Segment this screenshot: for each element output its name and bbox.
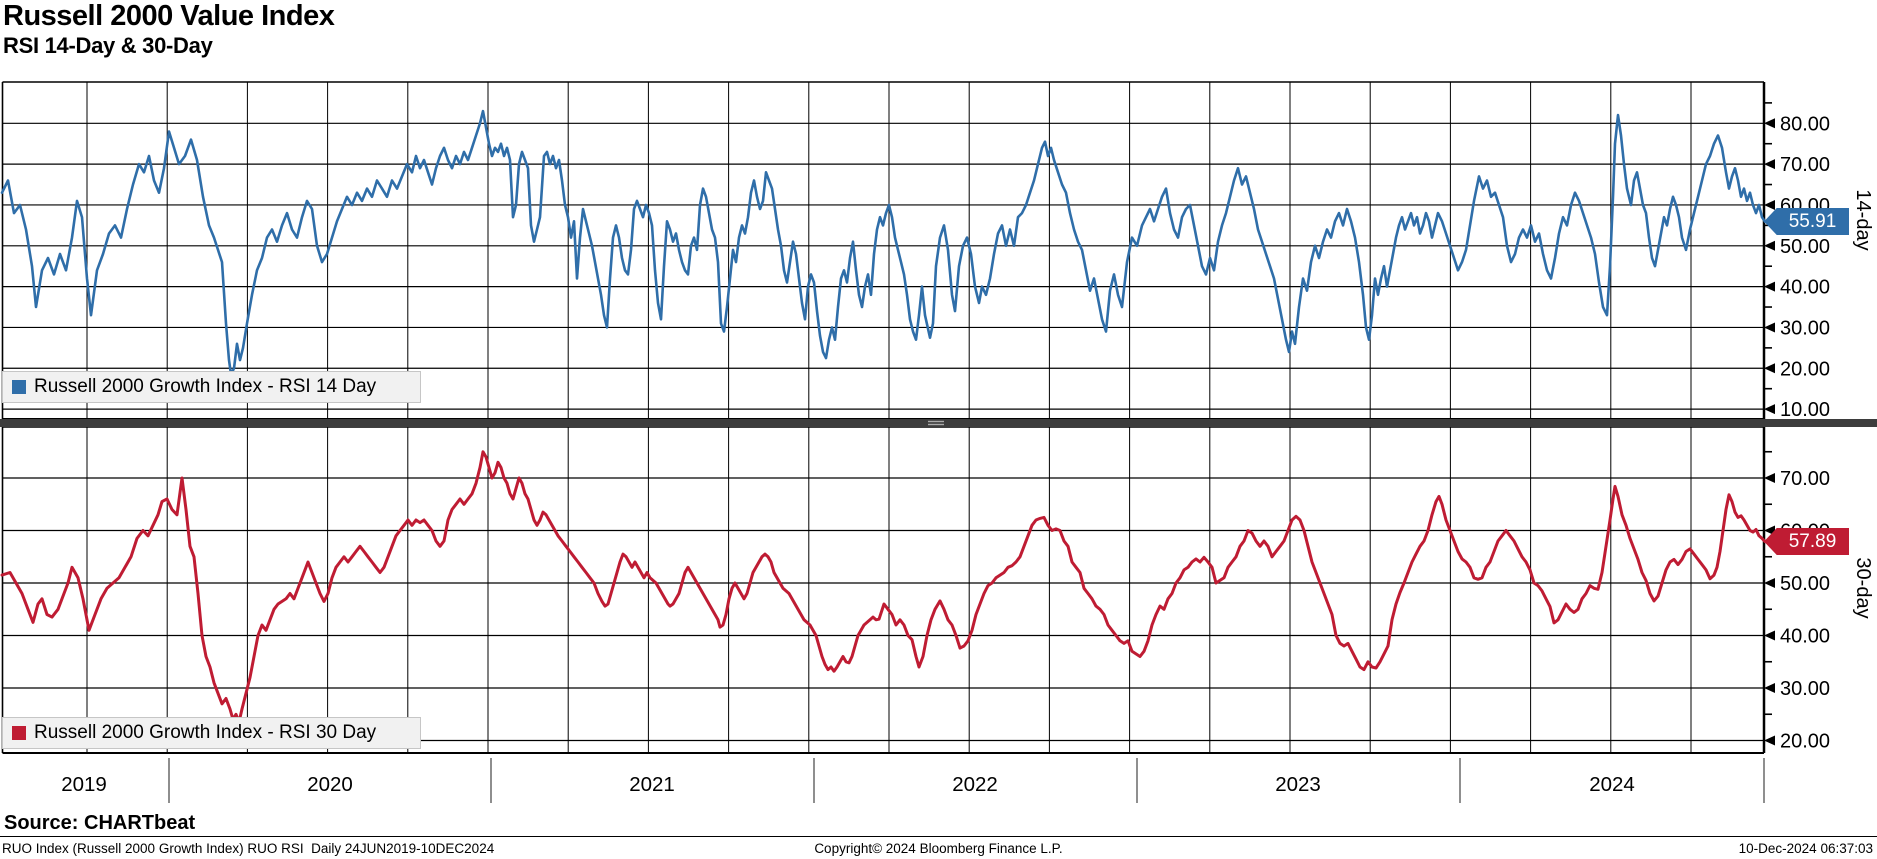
legend-rsi-14day[interactable]: Russell 2000 Growth Index - RSI 14 Day (2, 371, 421, 403)
source-label: Source: CHARTbeat (4, 812, 196, 834)
major-tick-arrow-icon (1764, 199, 1775, 210)
y-tick-label: 20.00 (1780, 731, 1830, 753)
y-tick-label: 40.00 (1780, 626, 1830, 648)
y-tick-label: 10.00 (1780, 399, 1830, 421)
page-title: Russell 2000 Value Index (3, 0, 335, 32)
major-tick-arrow-icon (1764, 363, 1775, 374)
y-tick-label: 70.00 (1780, 468, 1830, 490)
legend-label-rsi30: Russell 2000 Growth Index - RSI 30 Day (34, 722, 377, 743)
x-axis-year-label: 2020 (307, 773, 353, 796)
major-tick-arrow-icon (1764, 473, 1775, 483)
right-axis-title-30day: 30-day (1852, 557, 1874, 619)
right-axis-title-14day: 14-day (1852, 189, 1874, 251)
last-value-14day: 55.91 (1788, 211, 1837, 232)
major-tick-arrow-icon (1764, 683, 1775, 693)
major-tick-arrow-icon (1764, 281, 1775, 292)
major-tick-arrow-icon (1764, 240, 1775, 251)
panel-divider-bar (0, 419, 1877, 427)
y-tick-label: 80.00 (1780, 113, 1830, 135)
y-tick-label: 70.00 (1780, 154, 1830, 176)
legend-swatch-rsi30-icon (12, 726, 26, 740)
major-tick-arrow-icon (1764, 578, 1775, 588)
series-line-14-day[interactable] (0, 109, 1767, 376)
x-axis-year-label: 2023 (1275, 773, 1321, 796)
footer-divider (0, 836, 1877, 837)
major-tick-arrow-icon (1764, 735, 1775, 746)
major-tick-arrow-icon (1764, 404, 1775, 415)
footer-security-info: RUO Index (Russell 2000 Growth Index) RU… (2, 841, 495, 856)
legend-label-rsi14: Russell 2000 Growth Index - RSI 14 Day (34, 376, 377, 397)
y-tick-label: 40.00 (1780, 277, 1830, 299)
footer-copyright: Copyright© 2024 Bloomberg Finance L.P. (814, 841, 1063, 856)
footer-timestamp: 10-Dec-2024 06:37:03 (1738, 841, 1873, 856)
last-value-tag-30day[interactable]: 57.89 (1764, 528, 1849, 555)
legend-swatch-rsi14-icon (12, 380, 26, 394)
x-axis-year-label: 2021 (629, 773, 675, 796)
y-tick-label: 30.00 (1780, 678, 1830, 700)
series-line-30-day[interactable] (0, 450, 1767, 724)
major-tick-arrow-icon (1764, 322, 1775, 333)
major-tick-arrow-icon (1764, 630, 1775, 641)
last-value-30day: 57.89 (1788, 531, 1837, 552)
y-tick-label: 20.00 (1780, 358, 1830, 380)
x-axis-year-label: 2024 (1589, 773, 1635, 796)
y-tick-label: 50.00 (1780, 573, 1830, 595)
page-subtitle: RSI 14-Day & 30-Day (3, 33, 213, 58)
y-tick-label: 50.00 (1780, 236, 1830, 258)
x-axis-year-label: 2022 (952, 773, 998, 796)
x-axis-year-label: 2019 (61, 773, 107, 796)
legend-rsi-30day[interactable]: Russell 2000 Growth Index - RSI 30 Day (2, 717, 421, 749)
last-value-tag-14day[interactable]: 55.91 (1764, 208, 1849, 235)
major-tick-arrow-icon (1764, 159, 1775, 170)
y-tick-label: 30.00 (1780, 317, 1830, 339)
major-tick-arrow-icon (1764, 118, 1775, 129)
